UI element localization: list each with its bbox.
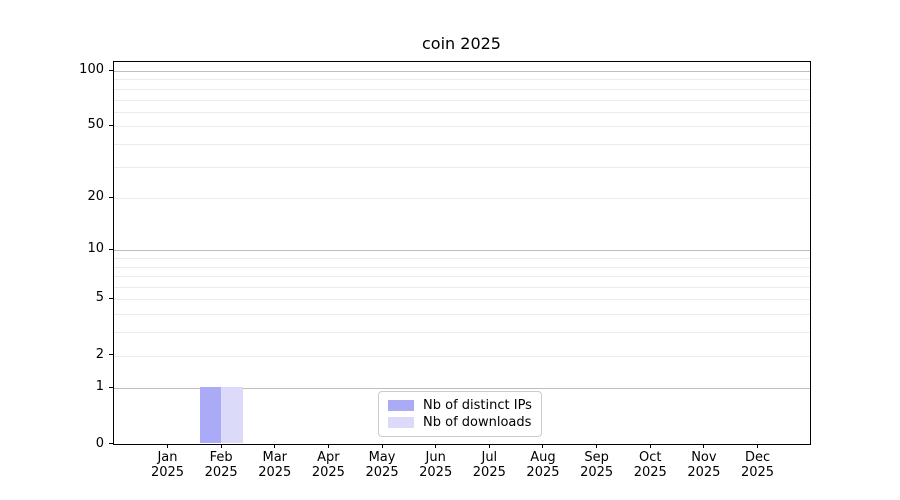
x-tick-mark [757, 444, 759, 448]
gridline-minor [114, 299, 810, 301]
x-tick-label: Dec 2025 [741, 450, 774, 480]
gridline-minor [114, 276, 810, 278]
x-tick-label: Apr 2025 [312, 450, 345, 480]
x-tick-year: 2025 [311, 465, 345, 480]
y-tick-label: 5 [95, 290, 104, 306]
x-tick-label: May 2025 [366, 450, 399, 480]
x-tick-label: Oct 2025 [634, 450, 667, 480]
y-tick-mark [109, 297, 113, 299]
bar-distinct-ips [199, 387, 222, 444]
gridline-minor [114, 88, 810, 90]
y-tick-mark [109, 354, 113, 356]
x-tick-month: Dec [744, 450, 771, 465]
x-tick-mark [703, 444, 705, 448]
x-tick-year: 2025 [365, 465, 399, 480]
y-tick-label: 1 [95, 379, 104, 395]
y-tick-label: 2 [95, 346, 104, 362]
y-tick-mark [109, 124, 113, 126]
y-tick-mark [109, 386, 113, 388]
gridline-minor [114, 258, 810, 260]
x-tick-year: 2025 [687, 465, 721, 480]
x-tick-year: 2025 [526, 465, 560, 480]
x-tick-month: Mar [262, 450, 288, 465]
x-tick-year: 2025 [419, 465, 453, 480]
x-tick-mark [167, 444, 168, 448]
x-tick-label: Feb 2025 [205, 450, 238, 480]
gridline-major [114, 71, 810, 72]
x-tick-label: Nov 2025 [687, 450, 720, 480]
plot-area [113, 61, 811, 445]
x-tick-month: Sep [584, 450, 609, 465]
x-tick-year: 2025 [258, 465, 292, 480]
x-tick-month: May [368, 450, 396, 465]
bar-downloads [221, 387, 243, 444]
gridline-minor [114, 198, 810, 200]
x-tick-month: Jan [157, 450, 178, 465]
chart-title: coin 2025 [422, 34, 501, 53]
x-tick-label: Jan 2025 [151, 450, 184, 480]
gridline-minor [114, 166, 810, 168]
x-tick-year: 2025 [150, 465, 185, 480]
y-tick-label: 10 [87, 241, 104, 257]
gridline-minor [114, 332, 810, 334]
gridline-minor [114, 143, 810, 145]
x-tick-month: Oct [639, 450, 662, 465]
x-tick-month: Jul [481, 450, 498, 465]
x-tick-month: Feb [209, 450, 233, 465]
x-tick-label: Jun 2025 [419, 450, 452, 480]
gridline-minor [114, 99, 810, 101]
legend-label-distinct-ips: Nb of distinct IPs [423, 397, 532, 413]
x-tick-month: Jun [425, 450, 446, 465]
legend-item-distinct-ips: Nb of distinct IPs [388, 398, 532, 414]
x-tick-mark [220, 444, 222, 448]
y-tick-mark [109, 443, 113, 444]
gridline-minor [114, 355, 810, 357]
x-tick-month: Apr [317, 450, 340, 465]
x-tick-label: Sep 2025 [580, 450, 613, 480]
gridline-minor [114, 287, 810, 289]
x-tick-label: Aug 2025 [526, 450, 559, 480]
legend: Nb of distinct IPs Nb of downloads [378, 391, 542, 437]
x-tick-year: 2025 [633, 465, 667, 480]
x-tick-year: 2025 [204, 465, 238, 480]
x-tick-mark [327, 444, 329, 448]
gridline-minor [114, 126, 810, 128]
x-tick-mark [649, 444, 651, 448]
x-tick-year: 2025 [472, 465, 506, 480]
y-tick-label: 0 [95, 435, 104, 451]
gridline-major [114, 250, 810, 252]
y-tick-label: 100 [79, 62, 104, 77]
y-tick-mark [109, 196, 113, 198]
gridline-minor [114, 79, 810, 81]
gridline-minor [114, 111, 810, 113]
x-tick-mark [381, 444, 383, 448]
gridline-minor [114, 314, 810, 316]
legend-swatch-distinct-ips [388, 400, 414, 411]
legend-label-downloads: Nb of downloads [423, 414, 532, 430]
x-tick-year: 2025 [740, 465, 775, 480]
x-tick-year: 2025 [580, 465, 614, 480]
x-tick-mark [542, 444, 544, 448]
x-tick-mark [274, 444, 276, 448]
legend-item-downloads: Nb of downloads [388, 415, 532, 431]
gridline-minor [114, 266, 810, 268]
x-tick-label: Jul 2025 [473, 450, 506, 480]
x-tick-month: Aug [530, 450, 556, 465]
x-tick-mark [435, 444, 437, 448]
x-tick-label: Mar 2025 [258, 450, 291, 480]
y-tick-label: 50 [87, 117, 104, 133]
y-tick-label: 20 [87, 189, 104, 205]
x-tick-month: Nov [691, 450, 717, 465]
y-tick-mark [109, 69, 113, 71]
legend-swatch-downloads [388, 417, 414, 428]
x-tick-mark [488, 444, 490, 448]
y-tick-mark [109, 248, 113, 250]
x-tick-mark [596, 444, 598, 448]
gridline-major [114, 388, 810, 390]
